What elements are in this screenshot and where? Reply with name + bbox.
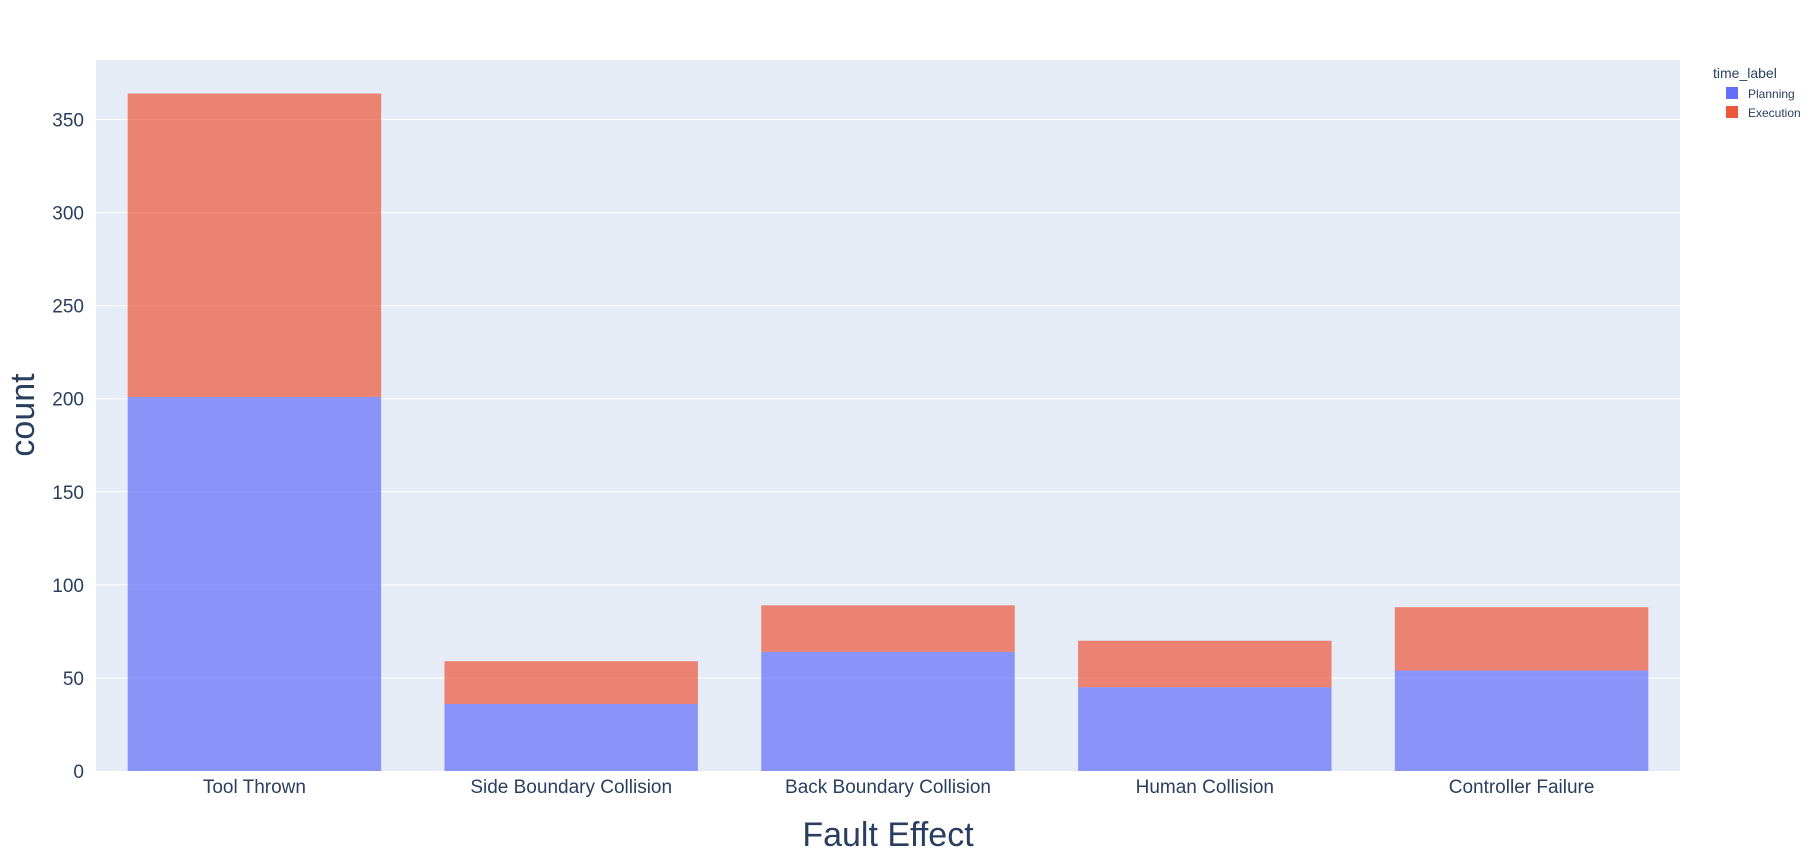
bar-planning[interactable] <box>127 396 382 771</box>
legend-title: time_label <box>1713 65 1777 81</box>
bar-planning[interactable] <box>761 651 1015 771</box>
legend-swatch <box>1726 106 1738 118</box>
bar-execution[interactable] <box>1394 607 1649 671</box>
x-tick-label: Tool Thrown <box>203 777 306 798</box>
y-axis-title: count <box>4 373 42 457</box>
bar-planning[interactable] <box>1394 670 1649 771</box>
y-tick-label: 300 <box>52 204 84 225</box>
y-tick-labels: 0 50 100 150 200 250 300 350 <box>52 111 84 783</box>
x-tick-label: Controller Failure <box>1449 777 1595 798</box>
legend-label: Planning <box>1748 87 1795 101</box>
legend-swatch <box>1726 87 1738 99</box>
y-tick-label: 250 <box>52 297 84 318</box>
x-tick-label: Back Boundary Collision <box>785 777 991 798</box>
bar-execution[interactable] <box>761 605 1015 652</box>
y-tick-label: 200 <box>52 390 84 411</box>
x-tick-label: Side Boundary Collision <box>470 777 672 798</box>
legend: time_label Planning Execution <box>1713 65 1801 120</box>
bar-execution[interactable] <box>1078 640 1332 688</box>
bar-execution[interactable] <box>127 93 382 397</box>
x-tick-labels: Tool Thrown Side Boundary Collision Back B… <box>203 777 1595 798</box>
legend-label: Execution <box>1748 106 1801 120</box>
x-axis-title: Fault Effect <box>802 816 974 854</box>
legend-items: Planning Execution <box>1726 87 1801 120</box>
y-tick-label: 50 <box>63 669 84 690</box>
y-tick-label: 350 <box>52 111 84 132</box>
y-tick-label: 150 <box>52 483 84 504</box>
bar-execution[interactable] <box>444 661 698 704</box>
y-tick-label: 100 <box>52 576 84 597</box>
bar-planning[interactable] <box>1078 687 1332 771</box>
x-tick-label: Human Collision <box>1136 777 1274 798</box>
y-tick-label: 0 <box>73 762 84 783</box>
bars <box>127 93 1649 771</box>
bar-planning[interactable] <box>444 703 698 771</box>
